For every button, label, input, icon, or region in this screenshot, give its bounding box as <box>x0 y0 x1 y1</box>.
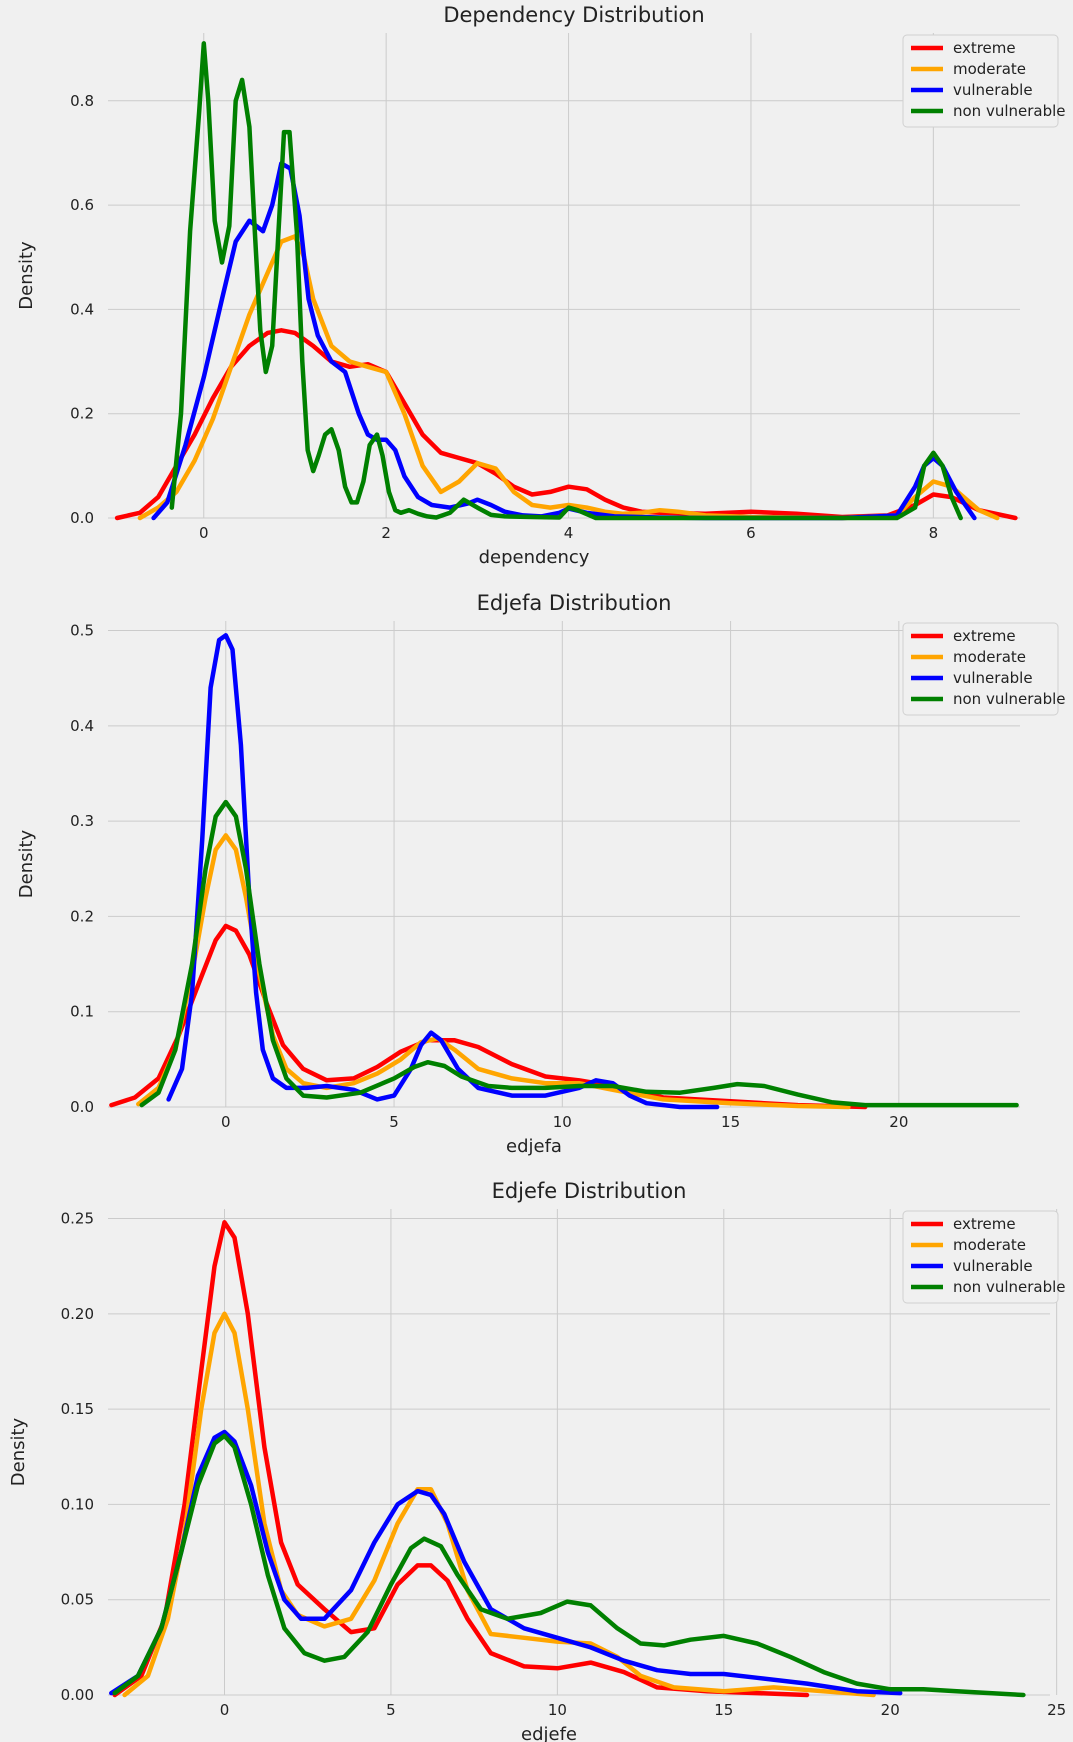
gridlines <box>108 621 1020 1108</box>
legend-label: extreme <box>953 1215 1016 1233</box>
y-tick-label: 0.2 <box>70 405 94 423</box>
series-line-non-vulnerable <box>139 799 1019 1108</box>
legend-label: extreme <box>953 39 1016 57</box>
legend: extreme moderate vulnerable non vulnerable <box>902 1210 1066 1304</box>
x-tick-label: 5 <box>386 1701 396 1719</box>
legend-label: vulnerable <box>953 669 1033 687</box>
x-tick-label: 10 <box>553 1113 572 1131</box>
y-tick-label: 0.00 <box>61 1686 94 1704</box>
x-tick-label: 15 <box>714 1701 733 1719</box>
y-tick-label: 0.0 <box>70 1098 94 1116</box>
y-tick-label: 0.2 <box>70 907 94 925</box>
y-axis-label: Density <box>16 829 37 898</box>
legend-label: vulnerable <box>953 1257 1033 1275</box>
legend-label: non vulnerable <box>953 102 1066 120</box>
legend: extreme moderate vulnerable non vulnerable <box>902 622 1066 716</box>
chart-title: Edjefa Distribution <box>477 591 672 615</box>
y-axis-label: Density <box>8 1417 29 1486</box>
y-tick-label: 0.6 <box>70 196 94 214</box>
y-tick-label: 0.5 <box>70 622 94 640</box>
gridlines <box>108 1209 1058 1696</box>
series-line-vulnerable <box>166 633 720 1110</box>
y-tick-label: 0.3 <box>70 812 94 830</box>
y-tick-label: 0.4 <box>70 717 94 735</box>
chart-title: Edjefe Distribution <box>492 1179 687 1203</box>
legend-label: moderate <box>953 648 1026 666</box>
series-line-vulnerable <box>151 161 977 521</box>
legend-label: non vulnerable <box>953 1278 1066 1296</box>
legend-label: moderate <box>953 60 1026 78</box>
legend: extreme moderate vulnerable non vulnerable <box>902 34 1066 128</box>
series-line-extreme <box>112 1220 810 1698</box>
x-tick-label: 15 <box>721 1113 740 1131</box>
y-tick-label: 0.4 <box>70 300 94 318</box>
gridlines <box>108 33 1020 519</box>
legend-label: non vulnerable <box>953 690 1066 708</box>
x-tick-label: 4 <box>564 524 574 542</box>
series-lines <box>109 1220 1026 1698</box>
series-line-vulnerable <box>109 1429 903 1696</box>
legend-label: moderate <box>953 1236 1026 1254</box>
series-line-non-vulnerable <box>169 41 963 521</box>
chart-title: Dependency Distribution <box>443 3 704 27</box>
x-tick-label: 10 <box>548 1701 567 1719</box>
legend-frame <box>902 1210 1059 1304</box>
series-lines <box>109 633 1019 1110</box>
x-tick-label: 20 <box>889 1113 908 1131</box>
y-axis-label: Density <box>16 241 37 310</box>
y-tick-label: 0.10 <box>61 1495 94 1513</box>
x-tick-label: 8 <box>929 524 939 542</box>
x-tick-label: 0 <box>220 1701 230 1719</box>
chart-panel-3: Edjefe Distribution 0 5 10 15 20 25 0.00 0.05 0.1… <box>8 1179 1066 1742</box>
y-tick-label: 0.15 <box>61 1400 94 1418</box>
y-tick-label: 0.25 <box>61 1210 94 1228</box>
x-axis-label: edjefe <box>521 1724 577 1742</box>
series-line-extreme <box>109 923 868 1110</box>
x-tick-label: 20 <box>881 1701 900 1719</box>
chart-panel-2: Edjefa Distribution 0 5 10 15 20 0.0 0.1 0.2 0.3 0… <box>16 591 1066 1157</box>
series-line-extreme <box>114 328 1018 521</box>
x-tick-label: 6 <box>746 524 756 542</box>
y-tick-label: 0.05 <box>61 1591 94 1609</box>
series-lines <box>114 41 1018 521</box>
y-tick-label: 0.1 <box>70 1003 94 1021</box>
legend-label: extreme <box>953 627 1016 645</box>
series-line-non-vulnerable <box>112 1433 1026 1698</box>
y-tick-label: 0.0 <box>70 509 94 527</box>
chart-panel-1: Dependency Distribution 0 2 4 6 8 0.0 0.2 0.4 0.6… <box>16 3 1066 568</box>
legend-frame <box>902 34 1059 128</box>
x-axis-label: dependency <box>479 547 590 568</box>
x-tick-label: 2 <box>381 524 391 542</box>
x-tick-label: 5 <box>389 1113 399 1131</box>
legend-label: vulnerable <box>953 81 1033 99</box>
y-tick-label: 0.20 <box>61 1305 94 1323</box>
x-tick-label: 0 <box>221 1113 231 1131</box>
legend-frame <box>902 622 1059 716</box>
x-tick-label: 0 <box>199 524 209 542</box>
y-tick-label: 0.8 <box>70 92 94 110</box>
series-line-moderate <box>122 1311 876 1698</box>
x-tick-label: 25 <box>1047 1701 1066 1719</box>
x-axis-label: edjefa <box>506 1136 562 1157</box>
